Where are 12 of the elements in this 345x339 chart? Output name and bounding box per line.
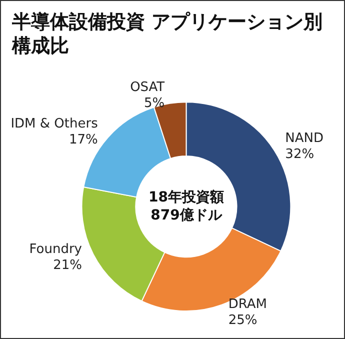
slice-label: NAND [285,130,324,146]
data-label: 32% [285,146,314,162]
data-label: 5% [144,96,165,111]
slice-label: IDM & Others [10,116,98,132]
data-label: 25% [228,312,258,328]
chart-title: 半導体設備投資 アプリケーション別構成比 [11,11,323,57]
slice-label: Foundry [29,242,82,258]
slice-label: OSAT [130,80,165,95]
text: 18年投資額 879億ドル [148,188,224,224]
data-label: 17% [68,132,98,148]
slice-label: DRAM [228,296,267,312]
data-label: 21% [53,258,82,274]
